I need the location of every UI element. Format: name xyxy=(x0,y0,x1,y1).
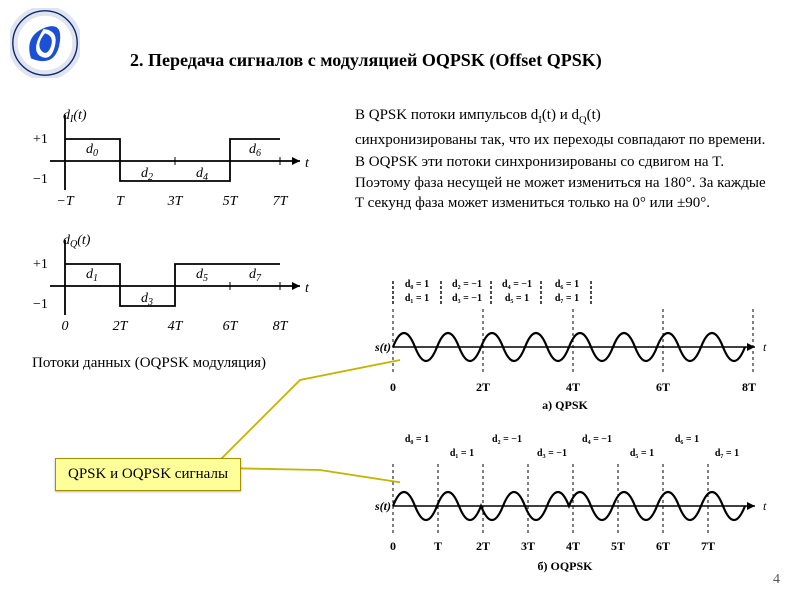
svg-text:2T: 2T xyxy=(113,319,129,334)
svg-text:0: 0 xyxy=(390,539,396,553)
svg-text:d5: d5 xyxy=(196,267,208,284)
svg-text:d₂ = −1: d₂ = −1 xyxy=(492,434,522,445)
svg-text:d₀ = 1: d₀ = 1 xyxy=(405,279,429,290)
svg-text:+1: +1 xyxy=(33,257,48,272)
svg-text:d₅ = 1: d₅ = 1 xyxy=(630,448,654,459)
svg-text:d₃ = −1: d₃ = −1 xyxy=(537,448,567,459)
svg-text:d₂ = −1: d₂ = −1 xyxy=(452,279,482,290)
svg-text:d4: d4 xyxy=(196,166,208,183)
svg-text:T: T xyxy=(116,194,125,209)
svg-text:d₄ = −1: d₄ = −1 xyxy=(582,434,612,445)
svg-text:d₅ = 1: d₅ = 1 xyxy=(505,293,529,304)
svg-text:d₃ = −1: d₃ = −1 xyxy=(452,293,482,304)
svg-text:−1: −1 xyxy=(33,172,48,187)
svg-text:d₀ = 1: d₀ = 1 xyxy=(405,434,429,445)
svg-text:2T: 2T xyxy=(476,539,490,553)
svg-text:t: t xyxy=(305,156,310,171)
slide-title: 2. Передача сигналов с модуляцией OQPSK … xyxy=(130,50,602,71)
svg-text:t: t xyxy=(305,281,310,296)
svg-text:d₇ = 1: d₇ = 1 xyxy=(555,293,579,304)
svg-text:+1: +1 xyxy=(33,132,48,147)
svg-text:6T: 6T xyxy=(656,380,670,394)
svg-text:6T: 6T xyxy=(656,539,670,553)
svg-text:2T: 2T xyxy=(476,380,490,394)
oqpsk-wave-figure: d₀ = 1 d₂ = −1 d₄ = −1 d₆ = 1 d₁ = 1 d₃ = −1… xyxy=(355,430,775,585)
pulse-diagram-q: dQ(t) +1 −1 t 0 2T 4T 6T 8T d1 d3 d5 d7 xyxy=(15,230,325,345)
svg-text:a) QPSK: a) QPSK xyxy=(542,398,588,412)
svg-text:d2: d2 xyxy=(141,166,153,183)
description-text: В QPSK потоки импульсов dI(t) и dQ(t) си… xyxy=(355,105,775,215)
svg-text:4T: 4T xyxy=(566,539,580,553)
svg-text:d₆ = 1: d₆ = 1 xyxy=(675,434,699,445)
svg-text:dQ(t): dQ(t) xyxy=(63,233,91,250)
svg-text:d₄ = −1: d₄ = −1 xyxy=(502,279,532,290)
svg-text:б) OQPSK: б) OQPSK xyxy=(537,559,593,573)
svg-text:8T: 8T xyxy=(273,319,289,334)
svg-text:5T: 5T xyxy=(223,194,239,209)
svg-text:4T: 4T xyxy=(168,319,184,334)
svg-text:3T: 3T xyxy=(521,539,535,553)
svg-text:0: 0 xyxy=(62,319,69,334)
svg-text:d₁ = 1: d₁ = 1 xyxy=(450,448,474,459)
svg-text:8T: 8T xyxy=(742,380,756,394)
svg-text:5T: 5T xyxy=(611,539,625,553)
svg-text:t: t xyxy=(763,499,767,513)
svg-text:d7: d7 xyxy=(249,267,262,284)
university-logo xyxy=(10,8,80,78)
svg-text:T: T xyxy=(434,539,442,553)
svg-text:4T: 4T xyxy=(566,380,580,394)
qpsk-wave-figure: d₀ = 1 d₂ = −1 d₄ = −1 d₆ = 1 d₁ = 1 d₃ = −1… xyxy=(355,275,775,420)
svg-text:3T: 3T xyxy=(167,194,184,209)
svg-text:7T: 7T xyxy=(273,194,289,209)
svg-text:t: t xyxy=(763,340,767,354)
svg-text:d₆ = 1: d₆ = 1 xyxy=(555,279,579,290)
svg-text:7T: 7T xyxy=(701,539,715,553)
svg-text:d6: d6 xyxy=(249,142,261,159)
svg-text:d3: d3 xyxy=(141,291,153,308)
slide-number: 4 xyxy=(773,572,780,588)
svg-text:d₁ = 1: d₁ = 1 xyxy=(405,293,429,304)
callout-label: QPSK и OQPSK сигналы xyxy=(55,458,241,491)
svg-text:6T: 6T xyxy=(223,319,239,334)
svg-text:−1: −1 xyxy=(33,297,48,312)
svg-text:dI(t): dI(t) xyxy=(63,108,87,125)
pulse-diagram-i: dI(t) +1 −1 t −T T 3T 5T 7T d0 d2 d4 d6 xyxy=(15,105,325,220)
svg-text:d₇ = 1: d₇ = 1 xyxy=(715,448,739,459)
svg-text:−T: −T xyxy=(56,194,74,209)
svg-text:d0: d0 xyxy=(86,142,98,159)
svg-text:d1: d1 xyxy=(86,267,98,284)
svg-text:s(t): s(t) xyxy=(374,499,391,513)
